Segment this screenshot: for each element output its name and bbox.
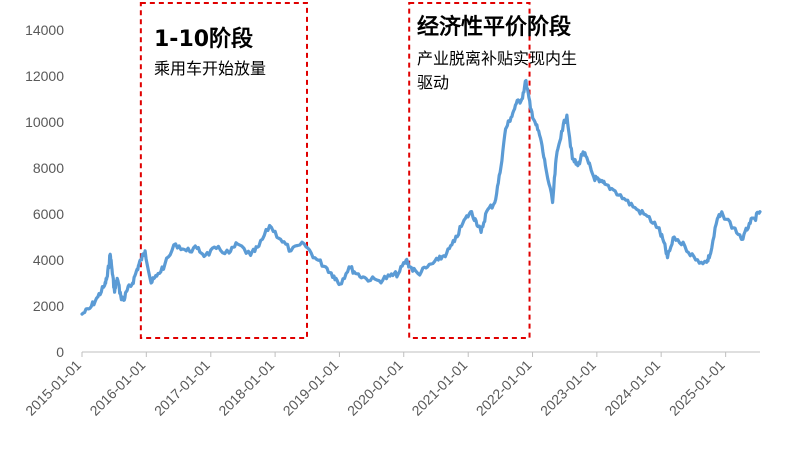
x-tick-label: 2020-01-01 — [344, 357, 406, 419]
y-tick-label: 0 — [56, 344, 64, 360]
x-tick-label: 2015-01-01 — [22, 357, 84, 419]
x-tick-label: 2021-01-01 — [408, 357, 470, 419]
annotation-1-box — [139, 2, 309, 339]
x-tick-label: 2017-01-01 — [151, 357, 213, 419]
x-tick-label: 2022-01-01 — [473, 357, 535, 419]
annotation-2-line-1: 产业脱离补贴实现内生 — [417, 49, 577, 68]
x-tick-label: 2023-01-01 — [537, 357, 599, 419]
annotation-1: 1-10阶段 乘用车开始放量 — [154, 26, 266, 78]
series-line — [80, 79, 762, 316]
x-tick-label: 2018-01-01 — [215, 357, 277, 419]
y-axis: 0 2000 4000 6000 8000 10000 12000 14000 — [25, 22, 64, 360]
y-tick-label: 12000 — [25, 68, 64, 84]
x-axis: 2015-01-01 2016-01-01 2017-01-01 2018-01-01… — [22, 351, 760, 419]
y-tick-label: 4000 — [33, 252, 64, 268]
annotation-1-title: 1-10阶段 — [154, 26, 253, 52]
annotation-2-title: 经济性平价阶段 — [417, 14, 571, 40]
y-tick-label: 8000 — [33, 160, 64, 176]
x-tick-label: 2025-01-01 — [666, 357, 728, 419]
y-tick-label: 2000 — [33, 298, 64, 314]
annotation-2: 经济性平价阶段 产业脱离补贴实现内生 驱动 — [417, 14, 577, 92]
x-tick-label: 2016-01-01 — [86, 357, 148, 419]
y-tick-label: 10000 — [25, 114, 64, 130]
x-tick-label: 2024-01-01 — [601, 357, 663, 419]
annotation-2-line-2: 驱动 — [417, 73, 449, 92]
y-tick-label: 6000 — [33, 206, 64, 222]
series-group — [80, 79, 762, 316]
annotation-1-line-1: 乘用车开始放量 — [154, 59, 266, 78]
annotation-2-box — [408, 2, 531, 339]
annotation-boxes — [139, 2, 531, 339]
y-tick-label: 14000 — [25, 22, 64, 38]
x-tick-label: 2019-01-01 — [280, 357, 342, 419]
